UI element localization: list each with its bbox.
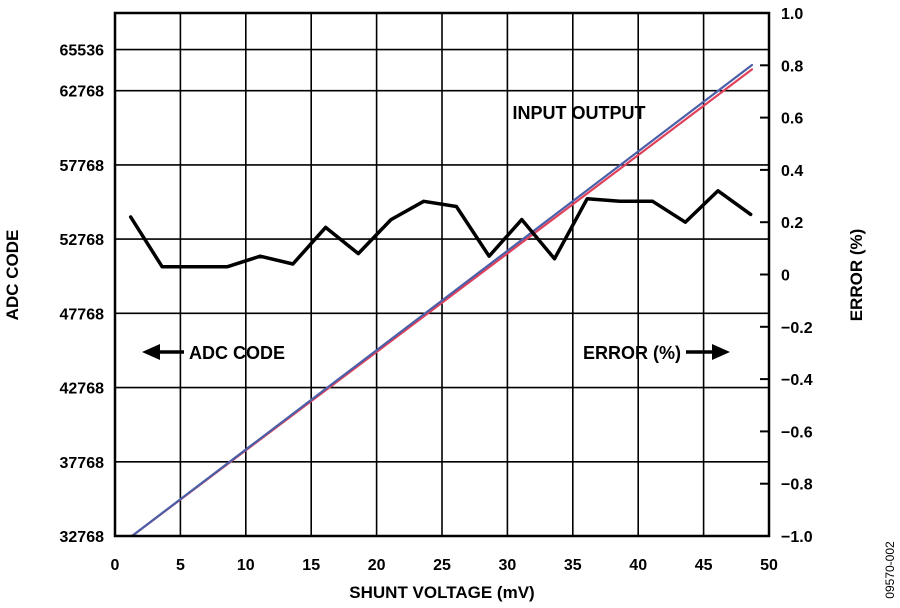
series-layer bbox=[128, 63, 754, 538]
annotation-error: ERROR (%) bbox=[583, 343, 730, 363]
y2-tick-label: −0.2 bbox=[781, 320, 813, 337]
x-axis-title: SHUNT VOLTAGE (mV) bbox=[349, 583, 534, 602]
x-tick-label: 50 bbox=[760, 557, 778, 574]
annotation-error-label: ERROR (%) bbox=[583, 343, 681, 363]
series-line-error bbox=[128, 189, 753, 269]
y2-axis-ticks: −1.0 −0.8 −0.6 −0.4 −0.2 0 0.2 0.4 0.6 0.8 1.0 bbox=[760, 6, 813, 546]
y-axis-title: ADC CODE bbox=[3, 230, 22, 321]
y-tick-label: 57768 bbox=[60, 158, 105, 175]
annotation-adc-code: ADC CODE bbox=[142, 343, 285, 363]
figure-id: 09570-002 bbox=[883, 541, 897, 599]
y-tick-label: 37768 bbox=[60, 455, 105, 472]
y-tick-label: 65536 bbox=[60, 43, 105, 60]
x-tick-label: 30 bbox=[499, 557, 517, 574]
x-tick-label: 35 bbox=[564, 557, 582, 574]
y2-tick-label: 0 bbox=[781, 268, 790, 285]
y2-tick-label: −1.0 bbox=[781, 529, 813, 546]
right-arrow-icon bbox=[712, 344, 730, 360]
y-tick-label: 32768 bbox=[60, 529, 105, 546]
y2-tick-label: 0.8 bbox=[781, 58, 803, 75]
x-tick-label: 10 bbox=[237, 557, 255, 574]
x-tick-label: 45 bbox=[695, 557, 713, 574]
annotation-adc-code-label: ADC CODE bbox=[189, 343, 285, 363]
x-tick-label: 0 bbox=[111, 557, 120, 574]
y2-tick-label: 0.6 bbox=[781, 111, 803, 128]
y-tick-label: 42768 bbox=[60, 381, 105, 398]
y2-tick-label: 0.2 bbox=[781, 215, 803, 232]
y-tick-label: 62768 bbox=[60, 84, 105, 101]
x-tick-label: 15 bbox=[302, 557, 320, 574]
y2-tick-label: −0.8 bbox=[781, 477, 813, 494]
y2-tick-label: 1.0 bbox=[781, 6, 803, 23]
grid bbox=[115, 13, 769, 536]
x-tick-label: 25 bbox=[433, 557, 451, 574]
y2-axis-title: ERROR (%) bbox=[847, 229, 866, 322]
y2-tick-label: −0.4 bbox=[781, 372, 813, 389]
y-tick-label: 52768 bbox=[60, 232, 105, 249]
x-tick-label: 20 bbox=[368, 557, 386, 574]
left-arrow-icon bbox=[142, 344, 160, 360]
y2-tick-label: −0.6 bbox=[781, 424, 813, 441]
y2-tick-label: 0.4 bbox=[781, 163, 803, 180]
x-tick-label: 40 bbox=[629, 557, 647, 574]
x-tick-label: 5 bbox=[176, 557, 185, 574]
series-line-adc-code-blue bbox=[130, 63, 754, 538]
y-axis-ticks: 32768 37768 42768 47768 52768 57768 62768 65536 bbox=[60, 43, 105, 546]
y-tick-label: 47768 bbox=[60, 306, 105, 323]
x-axis-ticks: 0 5 10 15 20 25 30 35 40 45 50 bbox=[111, 557, 778, 574]
annotation-input-output: INPUT OUTPUT bbox=[513, 103, 646, 123]
